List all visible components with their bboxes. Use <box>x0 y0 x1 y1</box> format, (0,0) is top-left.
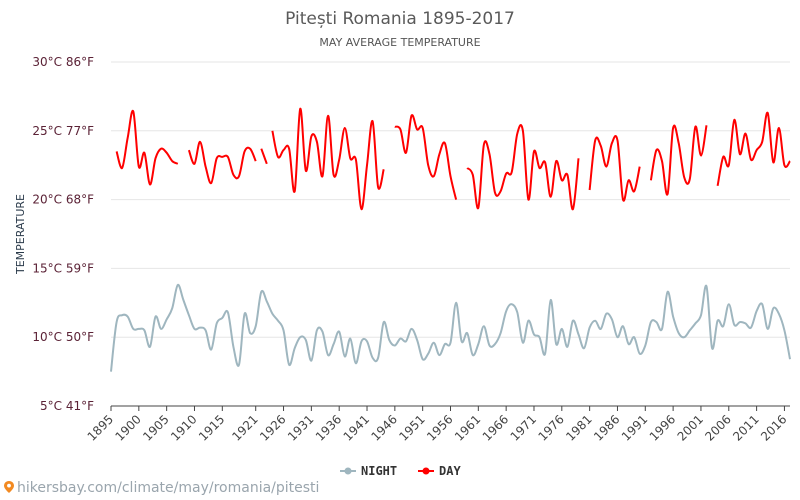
y-tick-label: 15°C 59°F <box>32 261 94 275</box>
y-tick-label: 5°C 41°F <box>40 399 94 413</box>
y-axis-title: TEMPERATURE <box>14 194 27 275</box>
legend-swatch-marker <box>422 467 430 475</box>
x-tick-label: 1931 <box>285 412 316 443</box>
location-pin-icon <box>4 481 14 493</box>
y-axis-ticks: 30°C 86°F 25°C 77°F 20°C 68°F 15°C 59°F 10°C… <box>32 55 94 413</box>
x-tick-label: 1926 <box>257 412 288 443</box>
x-tick-label: 1936 <box>313 412 344 443</box>
series-line-day <box>394 114 458 200</box>
x-tick-label: 1915 <box>196 412 227 443</box>
x-tick-label: 1941 <box>341 412 372 443</box>
series-line-night <box>110 283 791 372</box>
x-tick-label: 1921 <box>229 412 260 443</box>
legend-label: DAY <box>439 464 461 478</box>
legend-swatch-marker <box>344 467 352 475</box>
legend-item-night[interactable]: NIGHT <box>340 464 397 478</box>
x-tick-label: 1951 <box>396 412 427 443</box>
chart-title: Pitești Romania 1895-2017 <box>285 9 515 29</box>
x-tick-label: 1895 <box>85 412 116 443</box>
x-tick-label: 1971 <box>508 412 539 443</box>
series-line-day <box>260 148 268 165</box>
x-tick-label: 1996 <box>647 412 678 443</box>
x-tick-label: 1981 <box>563 412 594 443</box>
series-line-day <box>588 134 641 202</box>
x-tick-label: 1986 <box>591 412 622 443</box>
x-tick-label: 1976 <box>535 412 566 443</box>
series-line-day <box>187 140 257 185</box>
x-tick-label: 1956 <box>424 412 455 443</box>
y-tick-label: 20°C 68°F <box>32 193 94 207</box>
x-tick-label: 1946 <box>368 412 399 443</box>
series-line-day <box>115 109 179 186</box>
chart-subtitle: MAY AVERAGE TEMPERATURE <box>319 36 480 49</box>
source-url: hikersbay.com/climate/may/romania/pitest… <box>17 480 320 496</box>
x-tick-label: 1900 <box>112 412 143 443</box>
y-tick-label: 30°C 86°F <box>32 55 94 69</box>
series-line-day <box>716 111 791 187</box>
series-line-day <box>649 124 708 196</box>
y-tick-label: 25°C 77°F <box>32 124 94 138</box>
series-lines <box>110 107 791 372</box>
x-tick-label: 1961 <box>452 412 483 443</box>
legend[interactable]: NIGHT DAY <box>340 464 461 478</box>
legend-item-day[interactable]: DAY <box>418 464 461 478</box>
series-line-day <box>271 107 385 211</box>
x-tick-label: 2016 <box>758 412 789 443</box>
x-tick-label: 2001 <box>675 412 706 443</box>
legend-label: NIGHT <box>361 464 397 478</box>
x-tick-label: 1991 <box>619 412 650 443</box>
x-tick-label: 1910 <box>168 412 199 443</box>
grid-lines <box>111 61 790 407</box>
x-tick-label: 2011 <box>730 412 761 443</box>
y-tick-label: 10°C 50°F <box>32 330 94 344</box>
series-line-day <box>466 124 580 211</box>
source-watermark[interactable]: hikersbay.com/climate/may/romania/pitest… <box>4 480 319 496</box>
x-tick-label: 1966 <box>480 412 511 443</box>
x-tick-label: 1905 <box>140 412 171 443</box>
x-tick-label: 2006 <box>702 412 733 443</box>
